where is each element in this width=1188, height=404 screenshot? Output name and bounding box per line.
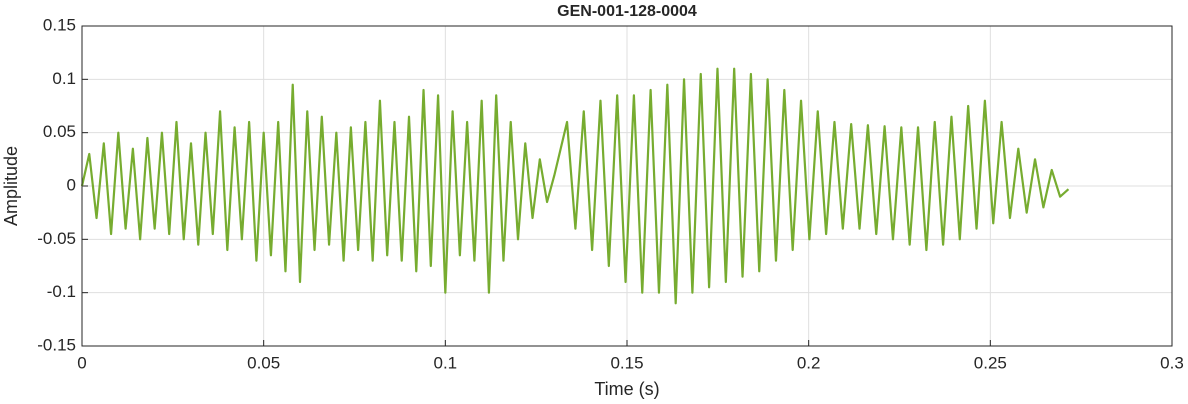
y-tick-label: -0.1 xyxy=(47,282,76,301)
x-axis-label: Time (s) xyxy=(594,379,659,399)
x-tick-label: 0.1 xyxy=(434,353,458,372)
x-tick-label: 0.15 xyxy=(610,353,643,372)
plot-border xyxy=(81,25,1173,347)
y-tick-label: -0.15 xyxy=(37,335,76,354)
x-tick-label: 0.3 xyxy=(1160,353,1184,372)
y-tick-label: 0 xyxy=(67,175,76,194)
waveform xyxy=(80,67,1070,305)
y-tick-label: -0.05 xyxy=(37,229,76,248)
y-axis-label: Amplitude xyxy=(1,146,21,226)
y-tick-label: 0.05 xyxy=(43,122,76,141)
x-tick-label: 0 xyxy=(77,353,86,372)
y-tick-label: 0.1 xyxy=(52,69,76,88)
x-tick-label: 0.25 xyxy=(974,353,1007,372)
y-tick-label: 0.15 xyxy=(43,15,76,34)
chart-title: GEN-001-128-0004 xyxy=(557,3,697,20)
x-tick-label: 0.05 xyxy=(247,353,280,372)
x-tick-label: 0.2 xyxy=(797,353,821,372)
